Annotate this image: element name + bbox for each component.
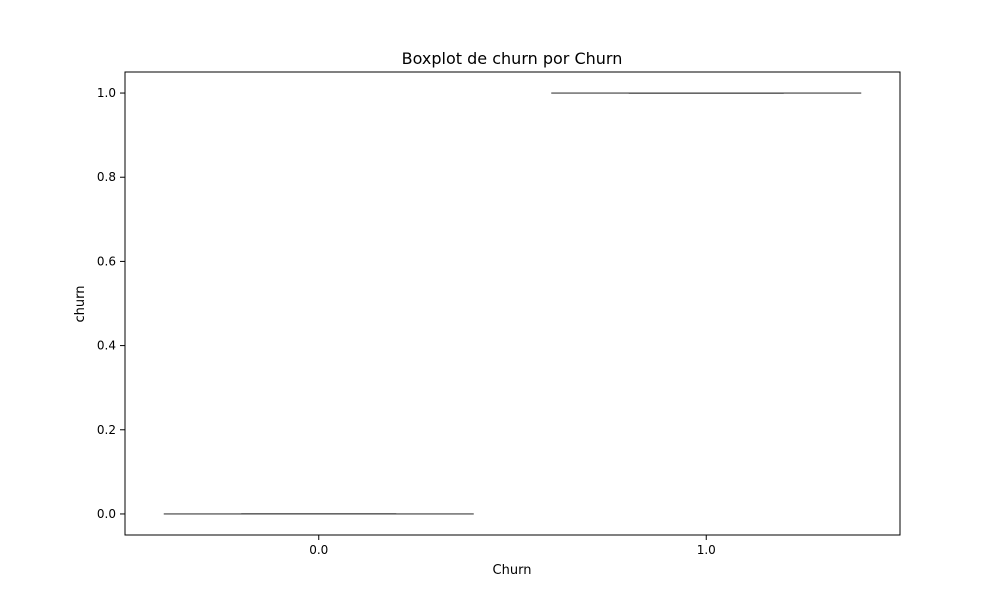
y-tick-label: 0.4: [97, 339, 116, 353]
y-tick-label: 0.8: [97, 170, 116, 184]
plot-frame: [124, 71, 901, 536]
x-tick-label: 1.0: [697, 543, 716, 557]
x-tick-label: 0.0: [309, 543, 328, 557]
y-tick-label: 0.0: [97, 507, 116, 521]
y-tick-label: 0.2: [97, 423, 116, 437]
y-axis-label: churn: [73, 286, 88, 323]
chart-title: Boxplot de churn por Churn: [402, 49, 623, 68]
x-axis-label: Churn: [493, 563, 532, 578]
y-tick-label: 0.6: [97, 254, 116, 268]
y-tick-label: 1.0: [97, 86, 116, 100]
plot-area: 0.0 0.2 0.4 0.6 0.8 1.0 0.0 1.0: [97, 71, 901, 557]
